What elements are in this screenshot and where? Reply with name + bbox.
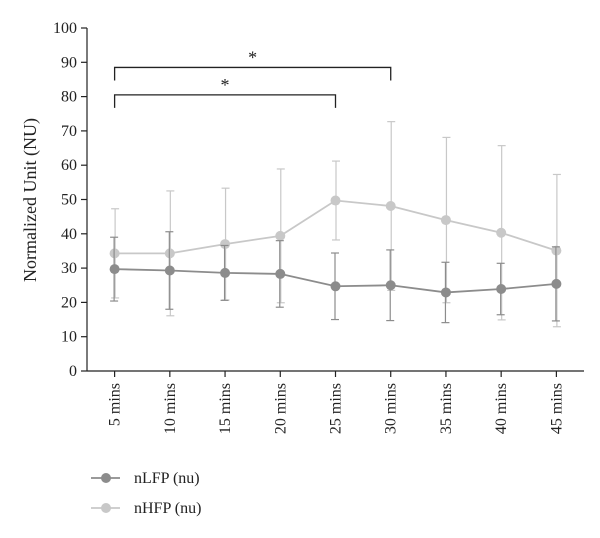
x-tick-label: 30 mins	[383, 383, 400, 434]
x-tick-label: 45 mins	[548, 383, 565, 434]
data-point	[330, 195, 341, 206]
data-point	[275, 230, 286, 241]
data-point	[220, 239, 231, 250]
x-tick-label: 10 mins	[162, 383, 179, 434]
data-point	[385, 201, 396, 212]
y-tick-label: 80	[61, 89, 77, 106]
data-point	[551, 278, 562, 289]
legend-marker	[101, 503, 111, 513]
data-point	[496, 227, 507, 238]
bracket-line	[113, 94, 337, 108]
axes: 0 10 20 30 40 50 60 70 80 90 100 5 mins 10 mins 15 mi…	[53, 20, 584, 434]
y-tick-label: 50	[61, 192, 77, 209]
x-tick-label: 20 mins	[272, 383, 289, 434]
significance-marker: *	[248, 47, 257, 67]
y-tick-label: 0	[69, 363, 77, 380]
y-tick-label: 30	[61, 260, 77, 277]
legend-marker	[101, 473, 111, 483]
data-point	[440, 287, 451, 298]
data-point	[164, 265, 175, 276]
significance-bracket: *	[113, 75, 337, 108]
y-tick-label: 70	[61, 123, 77, 140]
legend-item-1: nLFP (nu)	[91, 470, 200, 487]
legend-item-2: nHFP (nu)	[91, 500, 201, 517]
x-tick-label: 35 mins	[438, 383, 455, 434]
bracket-line	[113, 66, 392, 81]
legend: nLFP (nu) nHFP (nu)	[91, 470, 201, 517]
y-axis-title: Normalized Unit (NU)	[20, 118, 41, 282]
legend-label: nHFP (nu)	[134, 500, 201, 517]
data-point	[496, 284, 507, 295]
y-tick-label: 20	[61, 294, 77, 311]
data-point	[385, 280, 396, 291]
significance-bracket: *	[113, 47, 392, 81]
data-point	[440, 215, 451, 226]
significance-marker: *	[221, 75, 230, 95]
series-group	[109, 121, 562, 328]
series-1	[109, 231, 562, 324]
x-tick-label: 25 mins	[328, 383, 345, 434]
data-point	[109, 264, 120, 275]
y-tick-label: 40	[61, 226, 77, 243]
y-tick-label: 10	[61, 329, 77, 346]
x-tick-label: 15 mins	[217, 383, 234, 434]
legend-label: nLFP (nu)	[134, 470, 200, 487]
x-tick-label: 40 mins	[493, 383, 510, 434]
y-tick-label: 60	[61, 157, 77, 174]
series-2	[109, 121, 562, 328]
y-tick-label: 100	[53, 20, 77, 37]
data-point	[275, 268, 286, 279]
data-point	[220, 267, 231, 278]
significance-annotations: **	[113, 47, 392, 108]
y-tick-label: 90	[61, 54, 77, 71]
x-tick-label: 5 mins	[107, 383, 124, 426]
data-point	[330, 281, 341, 292]
